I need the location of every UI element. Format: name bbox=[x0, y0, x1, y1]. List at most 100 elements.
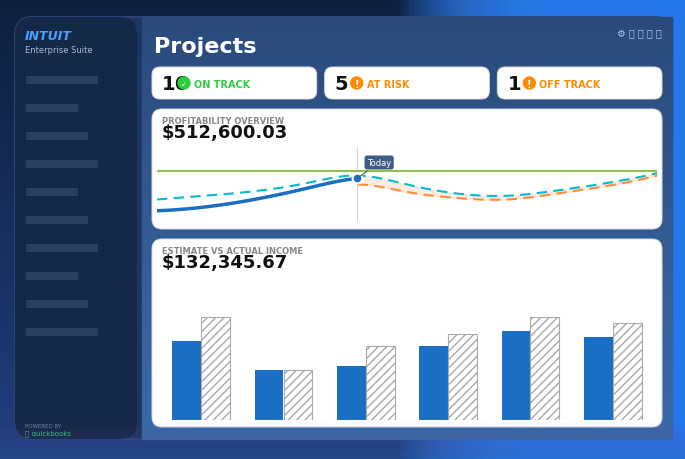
Bar bbox=[0, 60, 685, 64]
Bar bbox=[643, 0, 685, 459]
Bar bbox=[517, 0, 685, 459]
Bar bbox=[0, 455, 685, 457]
Bar bbox=[443, 0, 685, 459]
Bar bbox=[142, 224, 672, 226]
Bar bbox=[537, 0, 685, 459]
Bar bbox=[142, 314, 672, 315]
Bar bbox=[142, 159, 672, 160]
Bar bbox=[0, 376, 685, 381]
Bar bbox=[142, 272, 672, 274]
FancyBboxPatch shape bbox=[15, 18, 137, 439]
Bar bbox=[142, 39, 672, 40]
Bar bbox=[440, 0, 685, 459]
Bar bbox=[142, 381, 672, 382]
Bar bbox=[508, 0, 685, 459]
Bar bbox=[582, 0, 685, 459]
Bar bbox=[0, 422, 685, 427]
Bar bbox=[142, 29, 672, 30]
Bar bbox=[142, 317, 672, 319]
Bar bbox=[142, 400, 672, 401]
Bar bbox=[0, 298, 685, 303]
Bar bbox=[142, 200, 672, 201]
Bar bbox=[142, 38, 672, 39]
Bar bbox=[142, 253, 672, 255]
Bar bbox=[142, 103, 672, 104]
Bar bbox=[142, 223, 672, 224]
Bar bbox=[0, 442, 685, 444]
Bar bbox=[142, 407, 672, 408]
Bar bbox=[0, 428, 685, 430]
Bar bbox=[142, 413, 672, 414]
Text: 🍀 quickbooks: 🍀 quickbooks bbox=[25, 429, 71, 436]
Bar bbox=[142, 391, 672, 392]
Bar bbox=[142, 70, 672, 71]
Bar bbox=[142, 83, 672, 84]
Bar bbox=[0, 28, 685, 32]
FancyBboxPatch shape bbox=[497, 68, 662, 100]
Bar bbox=[0, 14, 685, 18]
Bar bbox=[0, 156, 685, 161]
Bar bbox=[0, 110, 685, 115]
Bar bbox=[0, 424, 685, 426]
Bar bbox=[142, 141, 672, 142]
Bar bbox=[565, 0, 685, 459]
Bar bbox=[142, 312, 672, 313]
Bar bbox=[142, 52, 672, 53]
Bar bbox=[400, 0, 685, 459]
Bar bbox=[142, 277, 672, 279]
Bar bbox=[142, 374, 672, 375]
Bar bbox=[142, 357, 672, 358]
Bar bbox=[142, 401, 672, 402]
Bar bbox=[634, 0, 685, 459]
Bar bbox=[0, 367, 685, 372]
Bar bbox=[142, 304, 672, 305]
Bar bbox=[142, 242, 672, 244]
Bar bbox=[142, 51, 672, 52]
Bar bbox=[142, 334, 672, 336]
Bar bbox=[142, 293, 672, 295]
Bar bbox=[0, 446, 685, 448]
Bar bbox=[142, 396, 672, 397]
Bar bbox=[142, 134, 672, 136]
Bar bbox=[0, 32, 685, 37]
Bar bbox=[142, 157, 672, 159]
FancyBboxPatch shape bbox=[26, 133, 88, 141]
Bar bbox=[142, 403, 672, 404]
Bar bbox=[665, 0, 685, 459]
Bar bbox=[0, 87, 685, 92]
Bar bbox=[142, 214, 672, 216]
Bar bbox=[142, 370, 672, 371]
FancyBboxPatch shape bbox=[26, 161, 98, 168]
Bar bbox=[0, 179, 685, 184]
Bar bbox=[142, 363, 672, 364]
Bar bbox=[142, 369, 672, 370]
Bar bbox=[142, 322, 672, 324]
Bar bbox=[142, 389, 672, 390]
Bar bbox=[574, 0, 685, 459]
Bar bbox=[580, 0, 685, 459]
Bar bbox=[142, 270, 672, 272]
FancyBboxPatch shape bbox=[26, 189, 78, 196]
Bar bbox=[142, 81, 672, 82]
Bar bbox=[142, 172, 672, 173]
Bar bbox=[142, 167, 672, 168]
Bar bbox=[0, 435, 685, 437]
Bar bbox=[142, 235, 672, 236]
Bar bbox=[142, 367, 672, 368]
Bar bbox=[628, 0, 685, 459]
Bar bbox=[142, 276, 672, 278]
Bar bbox=[0, 37, 685, 41]
Bar bbox=[142, 112, 672, 113]
Bar bbox=[142, 333, 672, 334]
Bar bbox=[142, 50, 672, 51]
Bar bbox=[142, 433, 672, 434]
Bar bbox=[142, 59, 672, 60]
Bar bbox=[0, 285, 685, 289]
Bar bbox=[142, 419, 672, 420]
Bar bbox=[142, 168, 672, 169]
Bar bbox=[0, 252, 685, 257]
Bar bbox=[548, 0, 685, 459]
Bar bbox=[142, 288, 672, 290]
Bar bbox=[142, 385, 672, 386]
Bar bbox=[142, 428, 672, 429]
